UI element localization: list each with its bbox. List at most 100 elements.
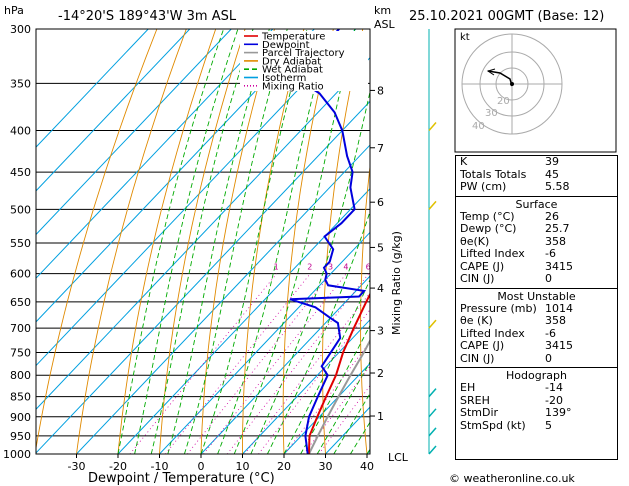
index-label: CIN (J)	[460, 272, 495, 285]
mixing-ratio-axis-label: Mixing Ratio (g/kg)	[390, 231, 403, 335]
temperature-tick-label: 30	[319, 460, 333, 473]
most-unstable-section: Most Unstable Pressure (mb) 1014 θe (K) 358…	[456, 287, 617, 366]
wet-adiabat-line	[134, 29, 239, 454]
index-label: CIN (J)	[460, 351, 495, 365]
wet-adiabat-line	[183, 29, 288, 454]
index-value: 5	[545, 418, 552, 432]
index-label: EH	[460, 381, 476, 394]
wind-barb	[428, 445, 437, 455]
index-value: 26	[545, 209, 559, 223]
surface-title: Surface	[515, 197, 558, 211]
index-label: Temp (°C)	[460, 209, 515, 223]
wet-adiabat-line	[150, 29, 254, 454]
pressure-tick-label: 900	[10, 411, 31, 424]
mixing-ratio-tick-label: 1	[274, 263, 279, 272]
mixing-ratio-line	[187, 273, 332, 454]
dry-adiabat-line	[76, 29, 187, 454]
index-value: -6	[545, 247, 556, 260]
index-value: 45	[545, 167, 559, 181]
index-value: 139°	[545, 406, 572, 419]
index-label: K	[460, 155, 468, 168]
wind-barb	[428, 408, 437, 418]
copyright-label: © weatheronline.co.uk	[449, 472, 575, 485]
isotherm-line	[36, 29, 191, 192]
pressure-tick-label: 400	[10, 125, 31, 138]
km-tick-label: 5	[377, 241, 384, 254]
temperature-tick-label: 10	[236, 460, 250, 473]
mixing-ratio-line	[244, 292, 370, 454]
isotherm-line	[200, 275, 370, 454]
index-value: 25.7	[545, 222, 570, 235]
index-row: θe(K) 358	[456, 234, 617, 249]
pressure-tick-label: 500	[10, 203, 31, 216]
index-row: θe (K) 358	[456, 314, 617, 328]
index-value: 1014	[545, 301, 573, 315]
legend-entry: Mixing Ratio	[262, 81, 324, 92]
isotherm-line	[36, 100, 370, 454]
km-tick-label: 6	[377, 196, 384, 209]
temperature-tick-label: 0	[198, 460, 205, 473]
index-value: -14	[545, 381, 563, 394]
mixing-ratio-tick-label: 6	[366, 263, 371, 272]
hodograph-title: Hodograph	[506, 369, 567, 382]
most-unstable-title: Most Unstable	[497, 289, 576, 303]
wet-adiabat-line	[266, 210, 370, 454]
dewpoint-line	[289, 29, 367, 454]
wet-adiabat-line	[217, 29, 330, 454]
dry-adiabat-line	[360, 163, 370, 454]
mixing-ratio-tick-label: 15	[420, 263, 430, 272]
dry-adiabat-line	[282, 29, 334, 454]
isotherm-line	[242, 319, 370, 454]
wind-barb	[428, 200, 437, 210]
mixing-ratio-line	[203, 273, 347, 454]
index-value: 358	[545, 234, 566, 248]
temperature-tick-label: -30	[68, 460, 86, 473]
index-row: Lifted Index -6	[456, 247, 617, 261]
legend-entry: Parcel Trajectory	[262, 48, 345, 59]
index-row: CAPE (J) 3415	[456, 260, 617, 274]
index-label: StmSpd (kt)	[460, 418, 526, 432]
temperature-tick-label: -10	[151, 460, 169, 473]
km-tick-label: 4	[377, 282, 384, 295]
index-row: Totals Totals 45	[456, 167, 617, 182]
hodograph-ring-label: 40	[472, 121, 485, 132]
temperature-tick-label: -20	[109, 460, 127, 473]
hodograph-unit-label: kt	[460, 32, 470, 43]
index-value: 358	[545, 314, 566, 327]
dry-adiabat-line	[159, 29, 246, 454]
index-label: θe (K)	[460, 314, 493, 327]
hodograph-ring-label: 20	[497, 96, 510, 107]
hodograph: kt 20 30 40	[454, 28, 617, 153]
isotherm-line	[283, 362, 370, 454]
index-value: -6	[545, 326, 556, 340]
temperature-tick-label: 20	[277, 460, 291, 473]
km-unit-label: km	[374, 4, 391, 17]
datetime-title: 25.10.2021 00GMT (Base: 12)	[409, 9, 604, 24]
mixing-ratio-tick-label: 4	[343, 263, 348, 272]
index-value: -20	[545, 393, 563, 407]
index-row: Temp (°C) 26	[456, 209, 617, 224]
mixing-ratio-line	[165, 273, 311, 454]
surface-section: Surface Temp (°C) 26 Dewp (°C) 25.7 θe(K) 358…	[456, 195, 617, 286]
index-label: SREH	[460, 393, 490, 407]
wet-adiabat-line	[167, 29, 270, 454]
legend-entry: Temperature	[261, 32, 325, 43]
km-tick-label: 2	[377, 367, 384, 380]
x-axis-label: Dewpoint / Temperature (°C)	[88, 471, 275, 486]
pressure-tick-label: 300	[10, 23, 31, 36]
isotherm-line	[36, 29, 315, 323]
dry-adiabat-line	[433, 29, 451, 454]
isotherm-line	[159, 231, 370, 454]
mixing-ratio-tick-label: 3	[328, 263, 333, 272]
pressure-tick-label: 600	[10, 268, 31, 281]
plot-frame	[35, 28, 371, 455]
index-row: StmSpd (kt) 5	[456, 418, 617, 433]
wet-adiabat-line	[233, 29, 356, 454]
index-label: θe(K)	[460, 234, 490, 248]
pressure-tick-label: 700	[10, 322, 31, 335]
index-value: 0	[545, 272, 552, 285]
lcl-label: LCL	[388, 451, 409, 464]
index-row: StmDir 139°	[456, 406, 617, 420]
location-title: -14°20'S 189°43'W 3m ASL	[58, 9, 237, 24]
